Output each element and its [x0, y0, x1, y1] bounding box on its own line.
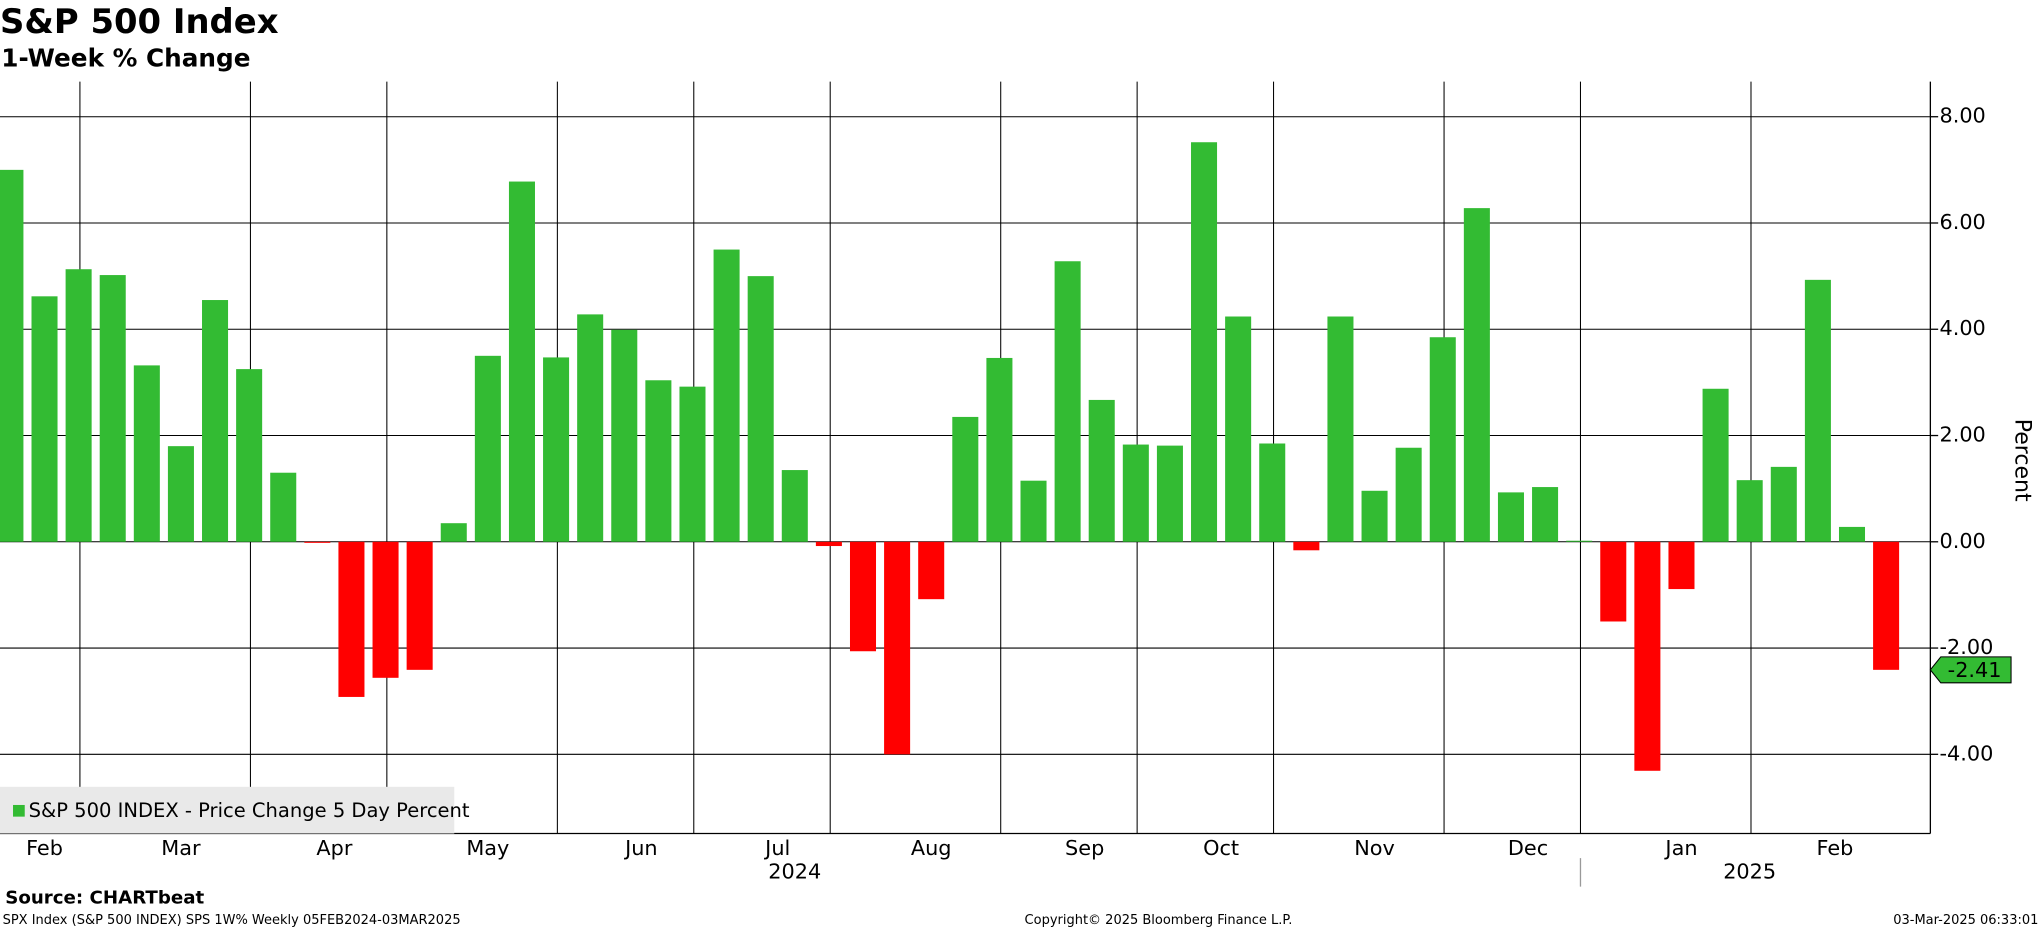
bar [0, 169, 24, 542]
x-tick-label: Sep [1065, 836, 1104, 860]
bar [474, 355, 501, 542]
year-label: 2025 [1723, 859, 1776, 883]
footer-left: SPX Index (S&P 500 INDEX) SPS 1W% Weekly… [3, 913, 461, 928]
bar [1225, 316, 1252, 542]
bar [986, 357, 1013, 542]
bar [781, 470, 808, 542]
bar [1497, 492, 1524, 542]
footer-right: 03-Mar-2025 06:33:01 [1893, 913, 2038, 928]
year-label: 2024 [768, 859, 821, 883]
bar [543, 357, 570, 542]
y-tick-label: 2.00 [1939, 423, 1985, 447]
bar [713, 249, 740, 542]
legend-label: S&P 500 INDEX - Price Change 5 Day Perce… [29, 799, 470, 822]
bar [1634, 541, 1661, 771]
bar [372, 541, 399, 678]
bar [1873, 541, 1900, 670]
bar [1122, 444, 1149, 542]
x-tick-label: Jun [623, 836, 658, 860]
bar [1532, 487, 1559, 542]
bar [1702, 388, 1729, 542]
bar [1259, 443, 1286, 542]
bar [1566, 540, 1593, 542]
y-tick-label: 8.00 [1939, 104, 1985, 128]
bar [577, 314, 604, 542]
bar [884, 541, 911, 755]
bars [0, 142, 1900, 771]
bar [1156, 445, 1183, 542]
x-tick-label: Apr [316, 836, 352, 860]
x-tick-label: Feb [26, 836, 63, 860]
x-tick-label: Oct [1203, 836, 1239, 860]
y-tick-label: 6.00 [1939, 210, 1985, 234]
bar [440, 523, 467, 542]
chart-title: S&P 500 Index [0, 2, 279, 41]
bar [1327, 316, 1354, 542]
x-tick-label: May [466, 836, 509, 860]
bar [645, 380, 672, 542]
x-tick-label: Jan [1663, 836, 1697, 860]
bar [747, 276, 774, 542]
x-tick-label: Nov [1354, 836, 1395, 860]
bar [611, 329, 638, 542]
y-axis-title: Percent [2009, 419, 2034, 502]
y-tick-label: -2.00 [1939, 635, 1993, 659]
bar [1600, 541, 1627, 622]
legend-box [0, 786, 455, 834]
bar [338, 541, 365, 697]
bar [1395, 447, 1422, 542]
bar [1293, 541, 1320, 551]
bar [1020, 480, 1047, 542]
y-tick-label: -4.00 [1939, 741, 1993, 765]
bar [406, 541, 433, 670]
chart-subtitle: 1-Week % Change [1, 44, 250, 73]
bar [918, 541, 945, 600]
bar [236, 369, 263, 542]
y-tick-label: 0.00 [1939, 529, 1985, 553]
x-tick-label: Jul [763, 836, 790, 860]
x-tick-label: Feb [1817, 836, 1854, 860]
bar [1054, 261, 1081, 542]
bar [1668, 541, 1695, 590]
bar [1361, 490, 1388, 542]
y-tick-label: 4.00 [1939, 316, 1985, 340]
bar [815, 541, 842, 547]
legend-swatch [13, 804, 25, 817]
x-tick-label: Dec [1508, 836, 1548, 860]
bar [202, 300, 229, 542]
footer-center: Copyright© 2025 Bloomberg Finance L.P. [1025, 913, 1293, 928]
bar [65, 269, 92, 542]
bar [270, 472, 297, 542]
bar [849, 541, 877, 652]
bar [1429, 337, 1456, 542]
bar [304, 541, 331, 543]
bar [952, 416, 979, 542]
source: Source: CHARTbeat [5, 887, 204, 908]
bar [1088, 399, 1115, 542]
bar [1463, 208, 1490, 542]
bar [133, 365, 160, 542]
x-tick-label: Mar [161, 836, 201, 860]
bar [1736, 480, 1763, 542]
bar [1191, 142, 1218, 542]
bar [99, 275, 126, 542]
x-tick-label: Aug [911, 836, 952, 860]
bar [508, 181, 535, 542]
bar [679, 386, 706, 542]
last-value-label: -2.41 [1948, 658, 2002, 682]
legend: S&P 500 INDEX - Price Change 5 Day Perce… [0, 786, 470, 834]
bar [1804, 279, 1831, 542]
bar [31, 296, 58, 542]
bar [1770, 466, 1797, 542]
bar [167, 446, 194, 542]
last-value-tag [1929, 656, 2012, 684]
bar [1838, 526, 1866, 542]
